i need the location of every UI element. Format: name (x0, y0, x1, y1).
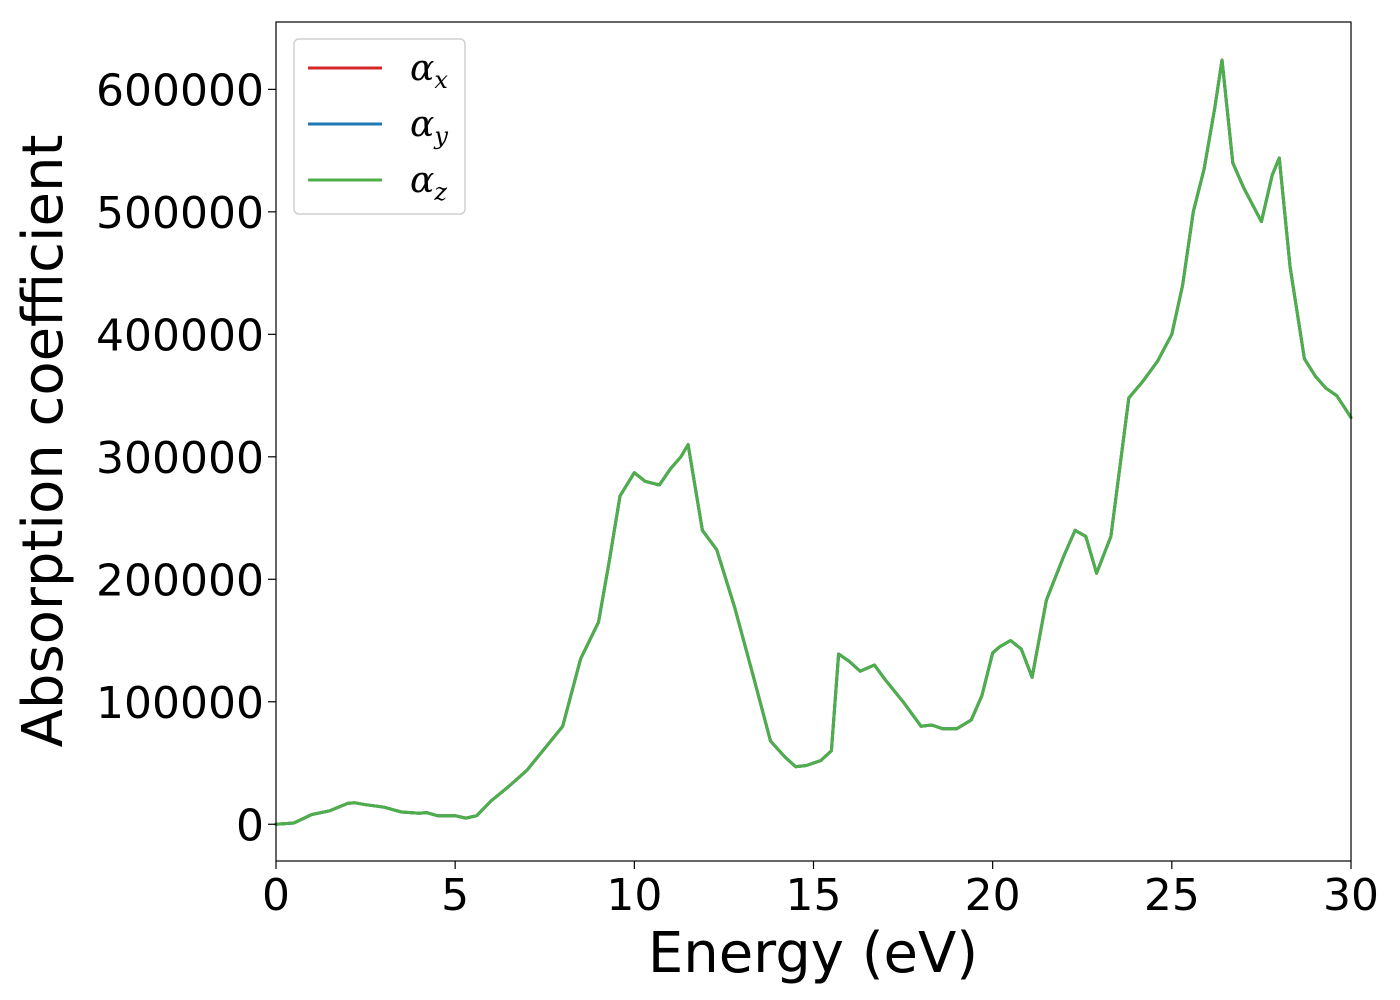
x-axis-title: Energy (eV) (648, 921, 978, 986)
y-axis-title: Absorption coefficient (11, 135, 76, 748)
x-tick-label: 0 (262, 870, 290, 921)
y-axis: 0 100000 200000 300000 400000 500000 600000 (96, 65, 276, 851)
y-tick-label: 500000 (96, 188, 264, 239)
x-tick-label: 5 (441, 870, 469, 921)
x-tick-label: 10 (606, 870, 662, 921)
y-tick-label: 0 (236, 800, 264, 851)
y-tick-label: 400000 (96, 310, 264, 361)
series-line-z (274, 58, 1353, 826)
y-tick-label: 200000 (96, 555, 264, 606)
y-tick-label: 100000 (96, 678, 264, 729)
x-tick-label: 15 (786, 870, 842, 921)
plot-area (274, 58, 1353, 826)
y-tick-label: 300000 (96, 433, 264, 484)
legend-label-z: αz (410, 160, 447, 206)
x-tick-label: 30 (1323, 870, 1379, 921)
legend-frame (293, 38, 466, 215)
x-tick-label: 20 (965, 870, 1021, 921)
x-tick-label: 25 (1144, 870, 1200, 921)
x-axis: 0 5 10 15 20 25 30 (262, 861, 1379, 921)
y-tick-label: 600000 (96, 65, 264, 116)
